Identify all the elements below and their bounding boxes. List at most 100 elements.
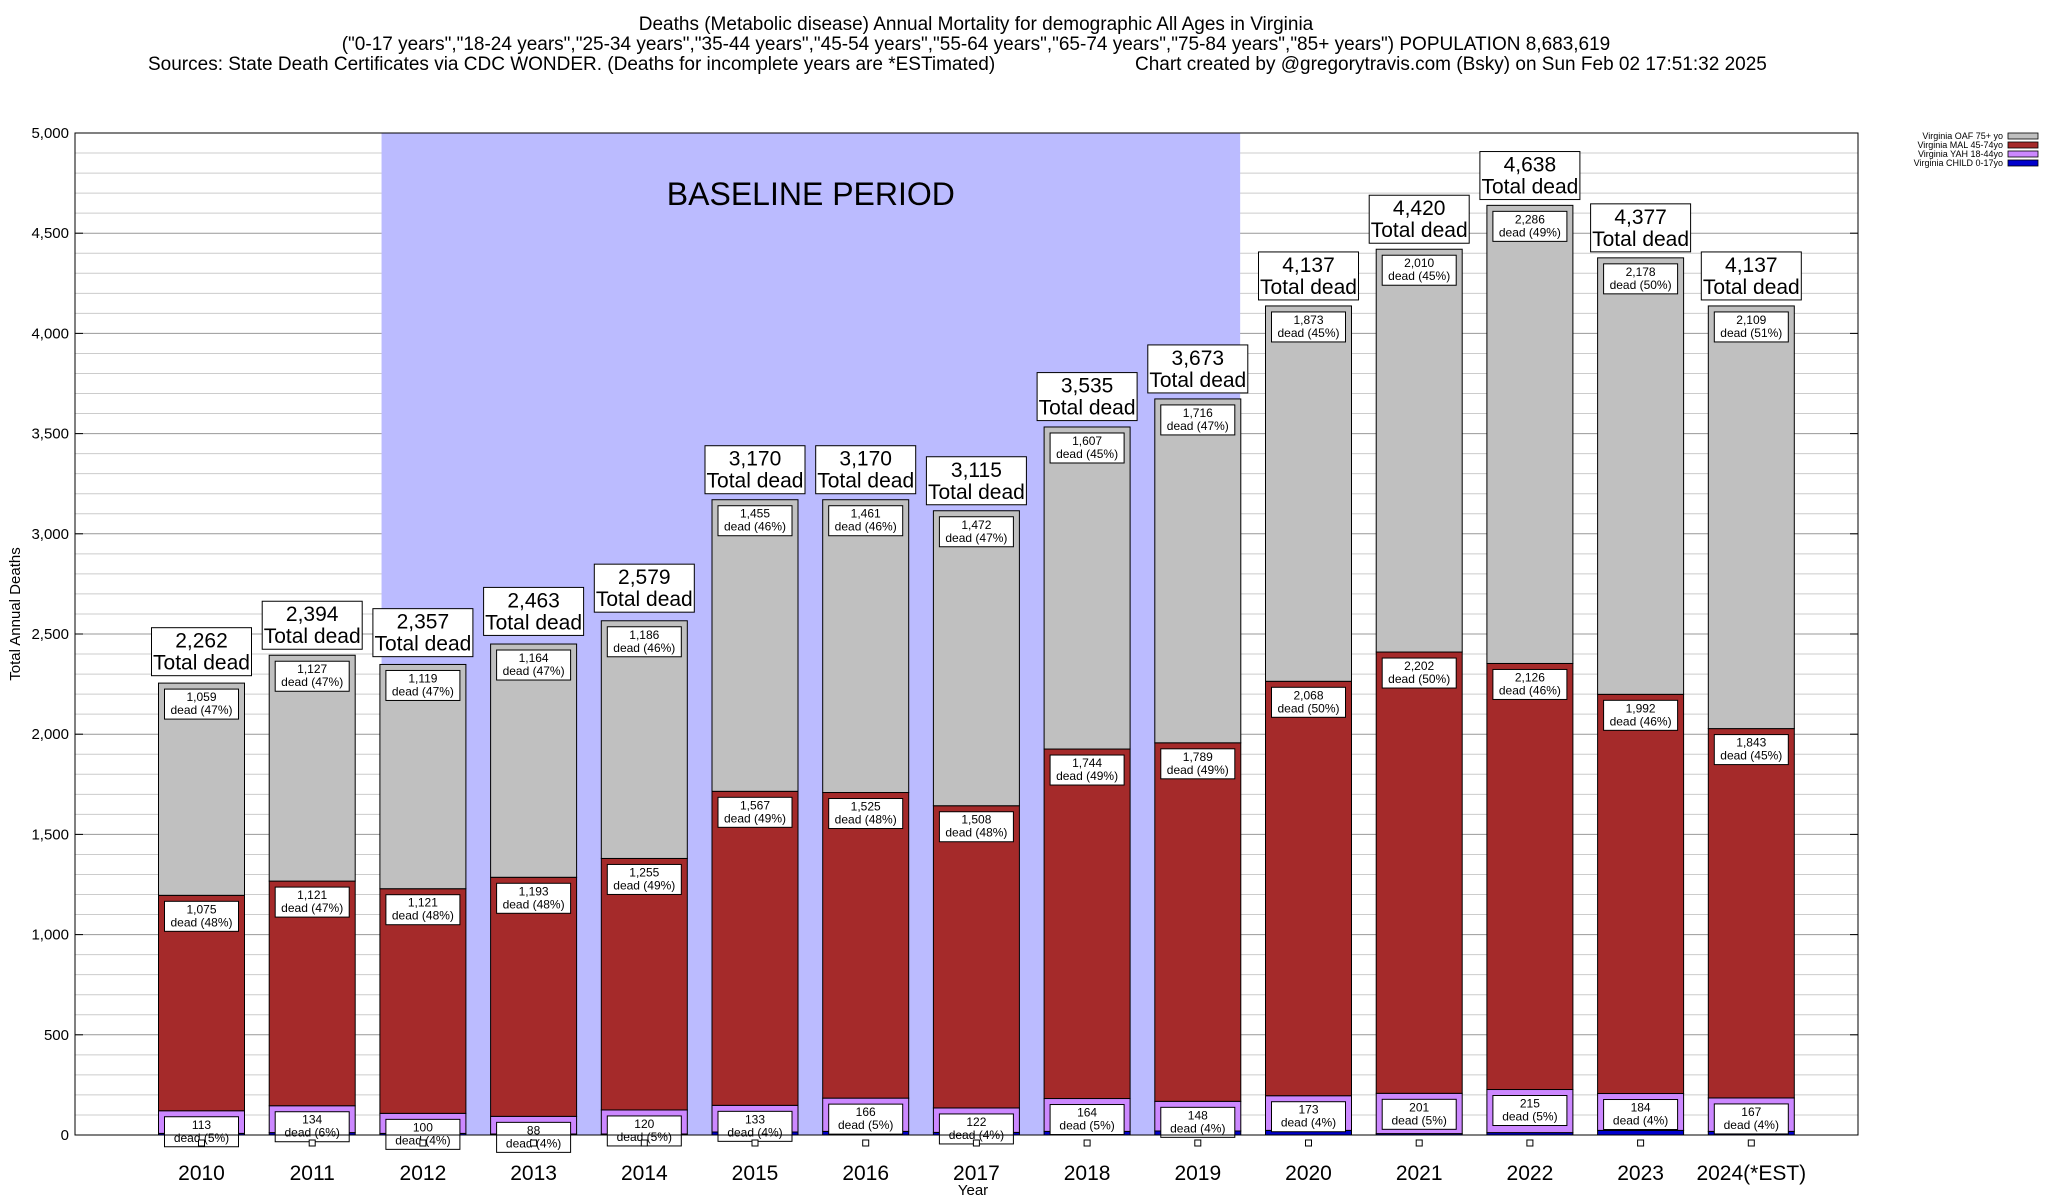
total-suffix-label: Total dead xyxy=(485,611,582,634)
x-tick-label: 2014 xyxy=(621,1162,668,1185)
segment-label-box xyxy=(1603,263,1679,295)
total-value-label: 2,262 xyxy=(175,630,228,653)
segment-pct-label: dead (4%) xyxy=(1170,1121,1225,1135)
segment-value-label: 148 xyxy=(1188,1108,1208,1122)
title-line-1: Deaths (Metabolic disease) Annual Mortal… xyxy=(639,14,1314,35)
segment-label-box xyxy=(606,863,682,895)
marker-square xyxy=(1083,1139,1091,1147)
segment-value-label: 201 xyxy=(1409,1100,1429,1114)
segment-value-label: 1,121 xyxy=(297,888,327,902)
segment-label-box xyxy=(1049,754,1125,786)
legend-swatch xyxy=(2007,150,2039,158)
segment-label-box xyxy=(717,1110,793,1142)
bar-segment xyxy=(1043,748,1131,1100)
bar-segment xyxy=(1154,742,1242,1102)
marker-square xyxy=(1194,1139,1202,1147)
segment-pct-label: dead (45%) xyxy=(1388,269,1450,283)
segment-label-box xyxy=(606,626,682,658)
y-tick-label: 500 xyxy=(44,1027,69,1044)
x-tick-label: 2016 xyxy=(842,1162,889,1185)
segment-label-box xyxy=(1713,734,1789,766)
total-suffix-label: Total dead xyxy=(596,588,693,611)
x-tick-label: 2015 xyxy=(732,1162,779,1185)
segment-pct-label: dead (49%) xyxy=(1167,763,1229,777)
segment-label-box xyxy=(938,811,1014,843)
segment-pct-label: dead (47%) xyxy=(1167,419,1229,433)
segment-label-box xyxy=(717,796,793,828)
segment-value-label: 2,126 xyxy=(1515,670,1545,684)
bar-segment xyxy=(932,805,1020,1109)
segment-value-label: 1,843 xyxy=(1736,736,1766,750)
segment-pct-label: dead (46%) xyxy=(835,520,897,534)
segment-value-label: 2,068 xyxy=(1293,688,1323,702)
segment-value-label: 1,716 xyxy=(1183,406,1213,420)
segment-value-label: 2,178 xyxy=(1626,265,1656,279)
segment-value-label: 1,567 xyxy=(740,798,770,812)
bar-segment xyxy=(711,499,799,792)
segment-pct-label: dead (49%) xyxy=(613,878,675,892)
x-axis-title: Year xyxy=(958,1182,988,1199)
segment-pct-label: dead (6%) xyxy=(285,1126,340,1140)
segment-label-box xyxy=(274,886,350,918)
x-tick-label: 2012 xyxy=(400,1162,447,1185)
segment-pct-label: dead (4%) xyxy=(1613,1114,1668,1128)
total-value-label: 4,377 xyxy=(1614,206,1667,229)
segment-label-box xyxy=(1271,686,1346,718)
legend-swatch xyxy=(2007,141,2039,149)
segment-value-label: 2,286 xyxy=(1515,212,1545,226)
total-suffix-label: Total dead xyxy=(1481,176,1578,199)
bar-segment xyxy=(490,876,578,1117)
segment-label-box xyxy=(828,1103,904,1135)
y-tick-label: 1,000 xyxy=(31,927,69,944)
segment-pct-label: dead (45%) xyxy=(1720,749,1782,763)
marker-square xyxy=(972,1139,980,1147)
bar-segment xyxy=(600,620,688,859)
segment-value-label: 122 xyxy=(966,1115,986,1129)
x-tick-label: 2010 xyxy=(178,1162,225,1185)
bar-segment xyxy=(1486,204,1574,664)
segment-label-box xyxy=(938,516,1014,548)
total-suffix-label: Total dead xyxy=(928,481,1025,504)
total-value-label: 2,579 xyxy=(618,566,671,589)
total-label-box xyxy=(925,456,1027,506)
total-suffix-label: Total dead xyxy=(817,470,914,493)
y-tick-label: 5,000 xyxy=(31,125,69,142)
bar-segment xyxy=(1707,305,1795,730)
bar-segment xyxy=(1375,651,1463,1094)
segment-label-box xyxy=(1271,311,1346,343)
bar-segment xyxy=(1375,248,1463,653)
segment-label-box xyxy=(938,1113,1014,1145)
segment-pct-label: dead (5%) xyxy=(838,1118,893,1132)
y-tick-label: 2,500 xyxy=(31,626,69,643)
bar-segment xyxy=(1597,257,1685,695)
segment-value-label: 1,873 xyxy=(1293,313,1323,327)
bar-segment xyxy=(268,654,356,882)
segment-pct-label: dead (5%) xyxy=(1392,1113,1447,1127)
bar-segment xyxy=(932,510,1020,807)
legend-label: Virginia YAH 18-44yo xyxy=(1918,149,2003,159)
total-suffix-label: Total dead xyxy=(374,633,471,656)
marker-square xyxy=(862,1139,870,1147)
segment-value-label: 1,121 xyxy=(408,896,438,910)
total-label-box xyxy=(1479,151,1581,201)
segment-value-label: 184 xyxy=(1631,1101,1651,1115)
legend-label: Virginia CHILD 0-17yo xyxy=(1914,158,2003,168)
segment-value-label: 1,164 xyxy=(519,651,549,665)
total-label-box xyxy=(1700,251,1802,301)
x-tick-label: 2024(*EST) xyxy=(1696,1162,1806,1185)
legend-label: Virginia MAL 45-74yo xyxy=(1917,140,2003,150)
total-label-box xyxy=(593,563,695,613)
segment-value-label: 1,508 xyxy=(961,813,991,827)
title-line-3: Sources: State Death Certificates via CD… xyxy=(148,54,995,75)
segment-label-box xyxy=(1381,254,1457,286)
segment-pct-label: dead (5%) xyxy=(617,1130,672,1144)
segment-pct-label: dead (46%) xyxy=(613,641,675,655)
y-tick-label: 4,000 xyxy=(31,325,69,342)
marker-square xyxy=(1747,1139,1755,1147)
segment-pct-label: dead (49%) xyxy=(1499,225,1561,239)
segment-value-label: 1,119 xyxy=(408,671,437,685)
segment-pct-label: dead (47%) xyxy=(281,901,343,915)
segment-label-box xyxy=(1603,1099,1679,1131)
segment-value-label: 2,010 xyxy=(1404,256,1434,270)
